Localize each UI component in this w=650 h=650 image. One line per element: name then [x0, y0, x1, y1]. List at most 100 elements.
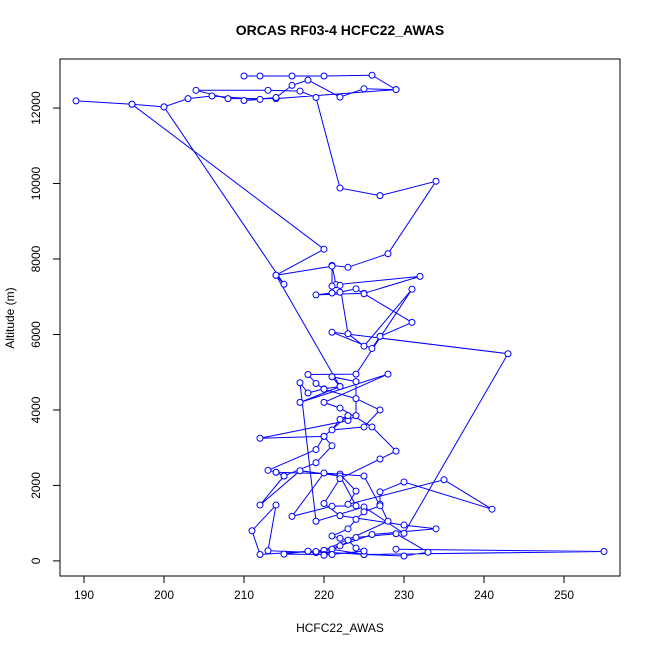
x-tick-label: 250 — [554, 588, 574, 602]
data-point — [344, 525, 352, 533]
data-point — [288, 81, 296, 89]
data-point — [376, 502, 384, 510]
data-point — [352, 502, 360, 510]
x-axis: 190 200 210 220 230 240 250 — [74, 575, 574, 602]
data-point — [336, 475, 344, 483]
data-point — [128, 100, 136, 108]
data-point — [240, 72, 248, 80]
data-point — [360, 547, 368, 555]
y-tick-label: 10000 — [29, 167, 43, 201]
data-point — [328, 550, 336, 558]
data-point — [280, 550, 288, 558]
data-point — [352, 515, 360, 523]
data-point — [344, 500, 352, 508]
data-point — [352, 534, 360, 542]
x-tick-label: 200 — [154, 588, 174, 602]
data-point — [328, 502, 336, 510]
data-point — [352, 544, 360, 552]
data-point — [368, 344, 376, 352]
data-point — [328, 442, 336, 450]
data-point — [72, 97, 80, 105]
y-tick-label: 12000 — [29, 91, 43, 125]
data-point — [352, 395, 360, 403]
x-tick-label: 240 — [474, 588, 494, 602]
data-point — [432, 525, 440, 533]
data-point — [328, 262, 336, 270]
data-point — [280, 280, 288, 288]
data-point — [360, 423, 368, 431]
data-point — [248, 527, 256, 535]
data-point — [320, 500, 328, 508]
data-point — [504, 350, 512, 358]
data-point — [376, 488, 384, 496]
data-point — [256, 72, 264, 80]
data-point — [336, 512, 344, 520]
data-point — [400, 521, 408, 529]
data-point — [224, 95, 232, 103]
data-point — [296, 467, 304, 475]
data-point — [336, 288, 344, 296]
data-point — [312, 446, 320, 454]
data-point — [336, 93, 344, 101]
data-point — [392, 530, 400, 538]
y-tick-label: 0 — [29, 557, 43, 564]
data-point — [280, 472, 288, 480]
series-line-4 — [163, 106, 437, 555]
data-point — [328, 289, 336, 297]
data-point — [360, 472, 368, 480]
data-point — [352, 285, 360, 293]
data-point — [256, 501, 264, 509]
data-point — [416, 272, 424, 280]
data-point — [488, 505, 496, 513]
data-point — [352, 412, 360, 420]
data-point — [320, 385, 328, 393]
data-point — [320, 398, 328, 406]
data-point — [400, 478, 408, 486]
x-axis-label: HCFC22_AWAS — [296, 621, 384, 635]
data-point — [344, 263, 352, 271]
data-point — [320, 72, 328, 80]
data-point — [368, 530, 376, 538]
data-point — [264, 547, 272, 555]
data-point — [328, 282, 336, 290]
data-point — [376, 332, 384, 340]
data-point — [256, 550, 264, 558]
data-point — [272, 501, 280, 509]
x-tick-label: 190 — [74, 588, 94, 602]
data-point — [440, 476, 448, 484]
data-point — [256, 434, 264, 442]
data-point — [336, 415, 344, 423]
data-point — [352, 378, 360, 386]
y-tick-label: 8000 — [29, 245, 43, 272]
data-point — [312, 93, 320, 101]
data-point — [272, 468, 280, 476]
data-point — [328, 426, 336, 434]
data-point — [328, 328, 336, 336]
data-point — [272, 93, 280, 101]
x-tick-label: 230 — [394, 588, 414, 602]
data-point — [264, 86, 272, 94]
y-tick-label: 2000 — [29, 472, 43, 499]
data-point — [336, 404, 344, 412]
chart-title: ORCAS RF03-4 HCFC22_AWAS — [236, 22, 445, 38]
data-point — [408, 318, 416, 326]
data-point — [344, 536, 352, 544]
data-point — [376, 192, 384, 200]
data-point — [352, 487, 360, 495]
data-point — [296, 398, 304, 406]
data-point — [304, 547, 312, 555]
data-point — [368, 71, 376, 79]
data-point — [320, 469, 328, 477]
data-point — [600, 547, 608, 555]
data-point — [360, 85, 368, 93]
data-point — [376, 455, 384, 463]
data-point — [304, 76, 312, 84]
data-point — [304, 370, 312, 378]
series-points — [72, 71, 608, 560]
data-point — [392, 447, 400, 455]
data-point — [336, 383, 344, 391]
data-point — [344, 330, 352, 338]
data-point — [160, 103, 168, 111]
data-point — [360, 342, 368, 350]
